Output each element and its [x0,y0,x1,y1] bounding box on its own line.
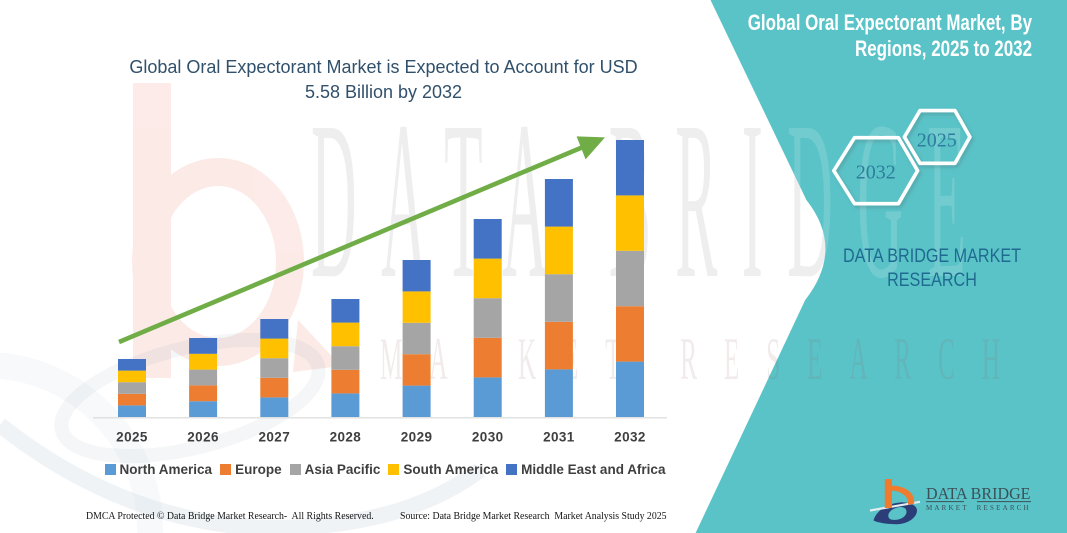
svg-text:2032: 2032 [614,430,646,445]
svg-text:2028: 2028 [330,430,362,445]
svg-text:2027: 2027 [258,430,290,445]
svg-text:2029: 2029 [401,430,433,445]
svg-text:2030: 2030 [472,430,504,445]
svg-text:2026: 2026 [187,430,219,445]
svg-text:2031: 2031 [543,430,575,445]
svg-text:2025: 2025 [116,430,148,445]
svg-text:2025: 2025 [917,129,957,151]
svg-text:MARKET RESEARCH: MARKET RESEARCH [380,326,1000,392]
svg-text:2032: 2032 [856,161,896,183]
